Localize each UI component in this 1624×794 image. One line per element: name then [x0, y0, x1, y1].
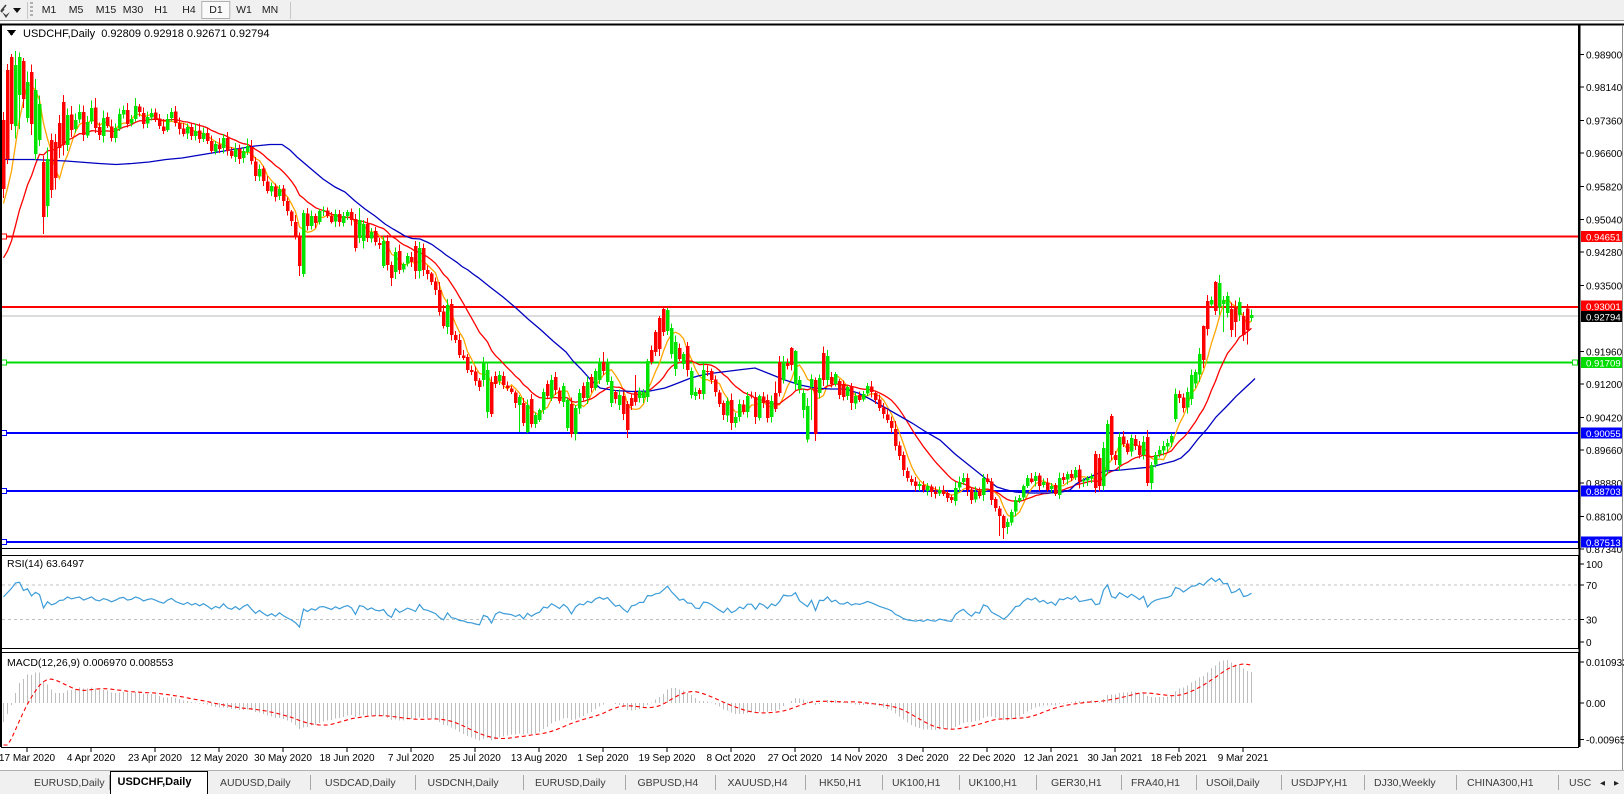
svg-text:0.94280: 0.94280 — [1586, 248, 1623, 259]
svg-text:0.95820: 0.95820 — [1586, 182, 1623, 193]
svg-text:3 Dec 2020: 3 Dec 2020 — [897, 753, 949, 764]
svg-text:7 Jul 2020: 7 Jul 2020 — [388, 753, 435, 764]
svg-text:0.87513: 0.87513 — [1586, 538, 1621, 549]
svg-text:0.90420: 0.90420 — [1586, 413, 1623, 424]
svg-text:0.91709: 0.91709 — [1586, 359, 1621, 370]
svg-text:0.00: 0.00 — [1586, 699, 1606, 710]
svg-text:USDCHF,Daily 0.92809 0.92918: USDCHF,Daily 0.92809 0.92918 0.92671 0.9… — [23, 28, 269, 40]
svg-text:12 Jan 2021: 12 Jan 2021 — [1023, 753, 1078, 764]
svg-text:27 Oct 2020: 27 Oct 2020 — [768, 753, 823, 764]
svg-text:12 May 2020: 12 May 2020 — [190, 753, 248, 764]
svg-text:0.93500: 0.93500 — [1586, 282, 1623, 293]
svg-text:18 Jun 2020: 18 Jun 2020 — [319, 753, 374, 764]
svg-text:9 Mar 2021: 9 Mar 2021 — [1218, 753, 1269, 764]
svg-text:0.87340: 0.87340 — [1586, 545, 1623, 556]
svg-text:14 Nov 2020: 14 Nov 2020 — [831, 753, 888, 764]
svg-text:0.98900: 0.98900 — [1586, 51, 1623, 62]
svg-text:1 Sep 2020: 1 Sep 2020 — [577, 753, 629, 764]
svg-text:MACD(12,26,9) 0.006970 0.00855: MACD(12,26,9) 0.006970 0.008553 — [7, 657, 174, 669]
svg-text:8 Oct 2020: 8 Oct 2020 — [707, 753, 756, 764]
svg-text:19 Sep 2020: 19 Sep 2020 — [639, 753, 696, 764]
svg-text:0.88100: 0.88100 — [1586, 513, 1623, 524]
svg-text:30 Jan 2021: 30 Jan 2021 — [1087, 753, 1142, 764]
svg-text:0.93001: 0.93001 — [1586, 302, 1621, 313]
svg-text:4 Apr 2020: 4 Apr 2020 — [67, 753, 116, 764]
svg-text:0.96600: 0.96600 — [1586, 149, 1623, 160]
svg-text:0.92794: 0.92794 — [1586, 313, 1621, 324]
svg-text:0.91200: 0.91200 — [1586, 380, 1623, 391]
svg-text:0.91960: 0.91960 — [1586, 347, 1623, 358]
svg-text:0.95040: 0.95040 — [1586, 216, 1623, 227]
svg-text:0.94651: 0.94651 — [1586, 233, 1621, 244]
svg-text:18 Feb 2021: 18 Feb 2021 — [1151, 753, 1208, 764]
svg-text:22 Dec 2020: 22 Dec 2020 — [959, 753, 1016, 764]
svg-text:0.98140: 0.98140 — [1586, 83, 1623, 94]
svg-text:0.88703: 0.88703 — [1586, 487, 1621, 498]
svg-text:100: 100 — [1586, 560, 1603, 571]
svg-text:23 Apr 2020: 23 Apr 2020 — [128, 753, 182, 764]
svg-text:30 May 2020: 30 May 2020 — [254, 753, 312, 764]
svg-text:0.89660: 0.89660 — [1586, 446, 1623, 457]
svg-text:0.97360: 0.97360 — [1586, 116, 1623, 127]
svg-text:70: 70 — [1586, 581, 1598, 592]
svg-text:RSI(14) 63.6497: RSI(14) 63.6497 — [7, 558, 84, 570]
svg-text:13 Aug 2020: 13 Aug 2020 — [511, 753, 568, 764]
svg-text:0.88880: 0.88880 — [1586, 479, 1623, 490]
svg-text:30: 30 — [1586, 616, 1598, 627]
svg-text:0.010933: 0.010933 — [1586, 658, 1624, 669]
svg-text:17 Mar 2020: 17 Mar 2020 — [0, 753, 56, 764]
svg-text:0: 0 — [1586, 638, 1592, 649]
svg-text:0.90055: 0.90055 — [1586, 429, 1621, 440]
svg-text:-0.009653: -0.009653 — [1586, 735, 1624, 746]
svg-text:25 Jul 2020: 25 Jul 2020 — [449, 753, 501, 764]
